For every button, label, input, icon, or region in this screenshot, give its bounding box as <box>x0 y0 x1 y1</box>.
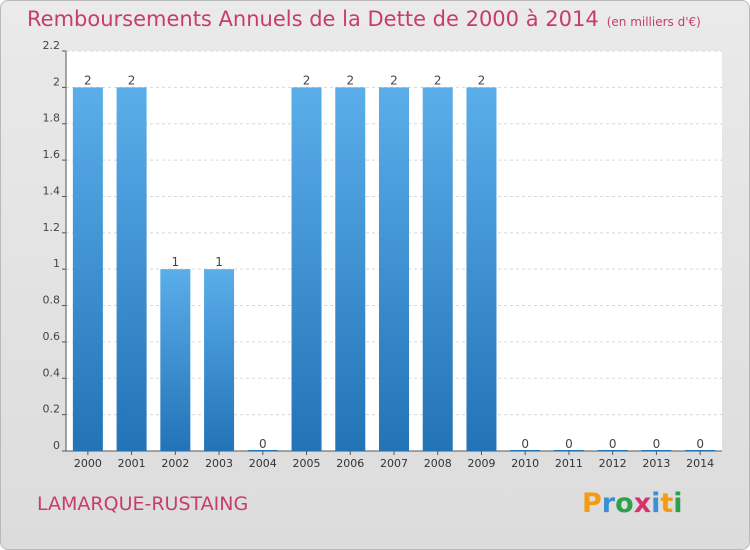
x-tick-label: 2011 <box>555 457 583 470</box>
logo-letter: r <box>601 488 616 519</box>
bar <box>116 87 147 451</box>
logo-letter: P <box>582 488 602 519</box>
y-tick-label: 0.2 <box>43 403 61 416</box>
bar <box>422 87 453 451</box>
y-tick-label: 1.4 <box>43 184 61 197</box>
bar <box>204 269 235 451</box>
x-tick-label: 2007 <box>380 457 408 470</box>
x-tick-label: 2010 <box>511 457 539 470</box>
data-label: 2 <box>390 73 398 87</box>
x-tick-label: 2000 <box>74 457 102 470</box>
data-label: 2 <box>434 73 442 87</box>
data-label: 2 <box>128 73 136 87</box>
y-tick-label: 0.4 <box>43 366 61 379</box>
y-tick-label: 2.2 <box>43 39 61 52</box>
data-label: 0 <box>259 437 267 451</box>
bar <box>379 87 409 451</box>
x-tick-label: 2012 <box>599 457 627 470</box>
logo-letter: i <box>673 488 683 519</box>
proxiti-logo: Proxiti <box>582 488 683 519</box>
x-tick-label: 2013 <box>642 457 670 470</box>
bar <box>160 269 191 451</box>
bar <box>335 87 366 451</box>
bar <box>291 87 322 451</box>
y-tick-label: 1 <box>53 257 60 270</box>
y-tick-label: 0.8 <box>43 294 61 307</box>
logo-letter: t <box>660 488 674 519</box>
data-label: 2 <box>346 73 354 87</box>
data-label: 2 <box>478 73 486 87</box>
x-tick-label: 2004 <box>249 457 277 470</box>
data-label: 1 <box>215 255 223 269</box>
y-tick-label: 2 <box>53 75 60 88</box>
logo-letter: x <box>633 488 652 519</box>
y-tick-label: 0 <box>53 439 60 452</box>
chart-title: Remboursements Annuels de la Dette de 20… <box>27 7 701 31</box>
bar <box>466 87 497 451</box>
x-tick-label: 2005 <box>293 457 321 470</box>
data-label: 0 <box>696 437 704 451</box>
logo-letter: i <box>651 488 661 519</box>
data-label: 1 <box>172 255 180 269</box>
x-tick-label: 2014 <box>686 457 714 470</box>
data-label: 0 <box>609 437 617 451</box>
commune-name: LAMARQUE-RUSTAING <box>37 493 249 515</box>
data-label: 2 <box>303 73 311 87</box>
title-text: Remboursements Annuels de la Dette de 20… <box>27 7 599 31</box>
x-tick-label: 2009 <box>467 457 495 470</box>
y-tick-label: 1.8 <box>43 112 61 125</box>
data-label: 2 <box>84 73 92 87</box>
y-tick-label: 0.6 <box>43 330 61 343</box>
logo-letter: o <box>615 488 634 519</box>
y-tick-label: 1.6 <box>43 148 61 161</box>
data-label: 0 <box>653 437 661 451</box>
x-tick-label: 2002 <box>161 457 189 470</box>
y-tick-label: 1.2 <box>43 221 61 234</box>
x-tick-label: 2006 <box>336 457 364 470</box>
bar <box>72 87 103 451</box>
data-label: 0 <box>521 437 529 451</box>
x-tick-label: 2001 <box>118 457 146 470</box>
x-tick-label: 2003 <box>205 457 233 470</box>
data-label: 0 <box>565 437 573 451</box>
x-tick-label: 2008 <box>424 457 452 470</box>
title-unit: (en milliers d'€) <box>606 15 701 29</box>
